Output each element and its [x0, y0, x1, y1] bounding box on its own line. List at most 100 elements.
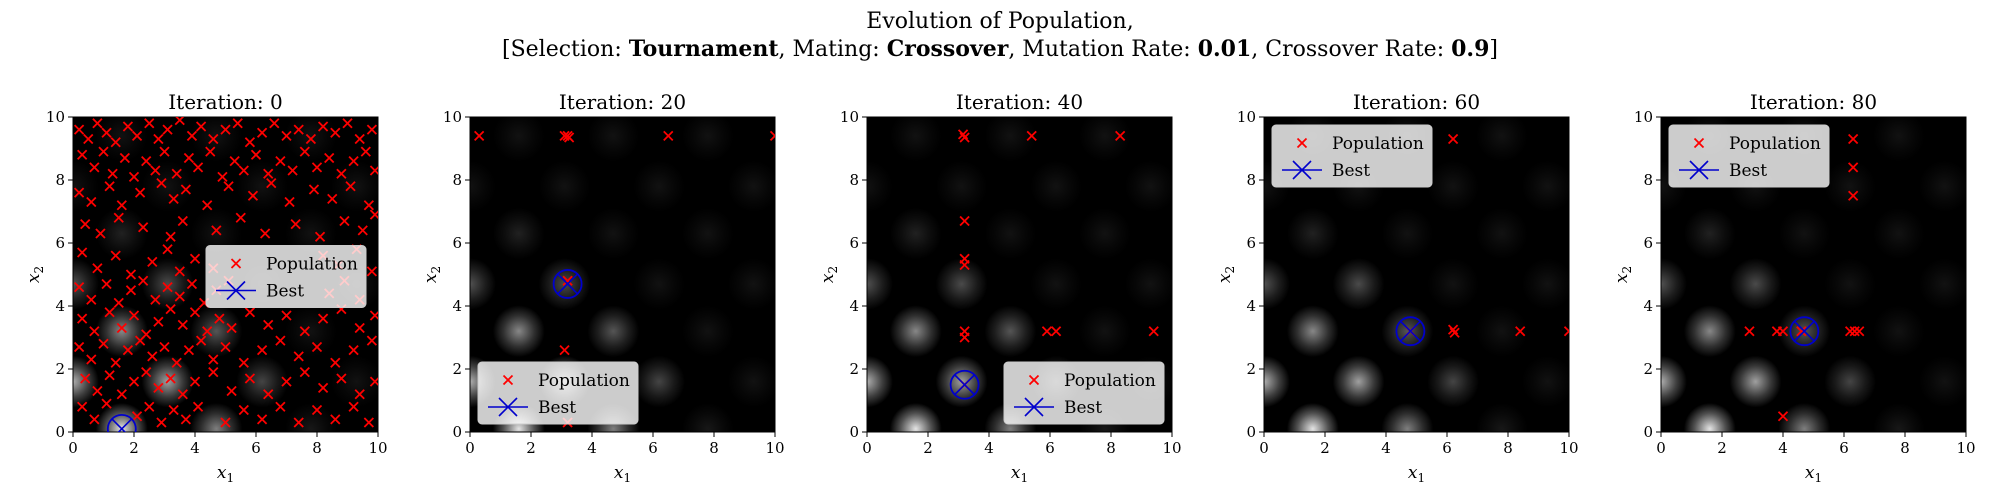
population-point — [165, 304, 176, 315]
population-point — [183, 152, 195, 164]
population-point — [959, 259, 970, 271]
subtitle-part: 0.9 — [1451, 36, 1489, 62]
landscape-peak — [1824, 355, 1877, 408]
y-tick-label: 8 — [1246, 171, 1256, 189]
landscape-peak — [889, 207, 942, 260]
landscape-peak — [1286, 305, 1339, 358]
landscape-peak — [1872, 207, 1925, 260]
landscape-peak — [984, 117, 1037, 162]
landscape-peak — [73, 355, 99, 408]
population-point — [174, 266, 185, 277]
population-point — [324, 152, 335, 164]
population-point — [86, 196, 97, 208]
subplots: Iteration: 0 0 2 4 6 8 10 0 2 4 6 8 10 x1 x2 Population… — [24, 90, 1976, 485]
y-tick-label: 10 — [1237, 108, 1256, 126]
population-point — [1848, 133, 1859, 145]
population-point — [104, 307, 115, 318]
population-point — [348, 401, 359, 412]
population-point — [138, 222, 149, 233]
subplot-3: Iteration: 60 0 2 4 6 8 10 0 2 4 6 8 10 x1 x2 Populatio… — [1215, 90, 1579, 485]
x-tick-label: 2 — [129, 439, 139, 457]
population-point — [256, 344, 268, 356]
legend-best-label: Best — [266, 282, 304, 302]
population-point — [1848, 162, 1859, 173]
y-tick-label: 6 — [55, 234, 65, 252]
best-point — [1789, 316, 1820, 347]
landscape-peak — [1729, 355, 1782, 408]
landscape-peak — [1475, 402, 1528, 432]
population-point — [263, 168, 274, 179]
subplot-4: Iteration: 80 0 2 4 6 8 10 0 2 4 6 8 10 x1 x2 Populatio… — [1612, 90, 1976, 485]
population-point — [256, 127, 268, 138]
population-point — [330, 414, 341, 425]
y-tick-label: 4 — [849, 297, 859, 315]
population-point — [220, 417, 231, 428]
population-point — [131, 411, 143, 422]
population-point — [180, 414, 191, 425]
legend: Population Best — [205, 245, 367, 308]
legend-population-marker — [1028, 374, 1040, 386]
population-point — [314, 231, 326, 242]
population-point — [354, 322, 365, 334]
population-point — [348, 344, 359, 356]
population-point — [1744, 326, 1755, 337]
landscape-peak — [1078, 117, 1131, 162]
population-point — [205, 146, 216, 157]
population-point — [293, 351, 304, 362]
legend-best-label: Best — [1064, 398, 1102, 418]
landscape-peak — [470, 160, 496, 213]
landscape-peak — [1475, 117, 1528, 162]
population-point — [150, 165, 161, 176]
population-point — [293, 124, 304, 135]
landscape-peak — [1124, 258, 1172, 310]
population-point — [339, 215, 350, 227]
population-point — [77, 149, 88, 160]
population-point — [107, 168, 118, 179]
landscape-peak — [1661, 355, 1687, 408]
population-point — [153, 133, 164, 145]
population-point — [177, 389, 188, 400]
legend-box — [1668, 124, 1830, 188]
population-point — [308, 184, 320, 195]
population-point — [104, 370, 115, 381]
y-tick-label: 8 — [452, 171, 462, 189]
landscape-peak — [1521, 258, 1569, 310]
population-point — [369, 310, 378, 321]
population-point — [98, 146, 109, 157]
landscape-peak — [935, 258, 988, 310]
population-point — [1854, 326, 1865, 337]
y-tick-label: 6 — [1643, 234, 1653, 252]
population-point — [192, 401, 204, 412]
landscape-peak — [1918, 258, 1966, 310]
population-point — [134, 335, 146, 346]
x-tick-label: 0 — [68, 439, 78, 457]
legend-box — [1271, 124, 1433, 188]
subplot-title: Iteration: 0 — [168, 90, 282, 114]
population-point — [110, 137, 121, 148]
x-axis-label: x1 — [1011, 463, 1028, 485]
axes-frame — [469, 116, 776, 433]
population-point — [1848, 190, 1859, 201]
population-point — [77, 401, 88, 412]
population-point — [369, 376, 378, 387]
figure-title: Evolution of Population, — [866, 9, 1133, 34]
landscape-peak — [1264, 355, 1290, 408]
population-point — [125, 285, 137, 296]
landscape-peak — [284, 117, 337, 162]
population-point — [186, 130, 198, 142]
legend-box — [205, 245, 367, 308]
population-point — [260, 228, 271, 239]
population-point — [131, 130, 143, 142]
landscape-peak — [95, 207, 148, 260]
landscape-peak — [1918, 355, 1966, 408]
population-point — [342, 118, 353, 129]
subtitle-part: , Mutation Rate: — [1008, 37, 1197, 62]
legend-best-marker — [488, 397, 528, 417]
x-tick-label: 0 — [465, 439, 475, 457]
x-tick-label: 0 — [1656, 439, 1666, 457]
landscape-peak — [470, 258, 496, 310]
landscape-peak — [889, 305, 942, 358]
population-point — [366, 335, 378, 346]
population-point — [171, 357, 182, 368]
